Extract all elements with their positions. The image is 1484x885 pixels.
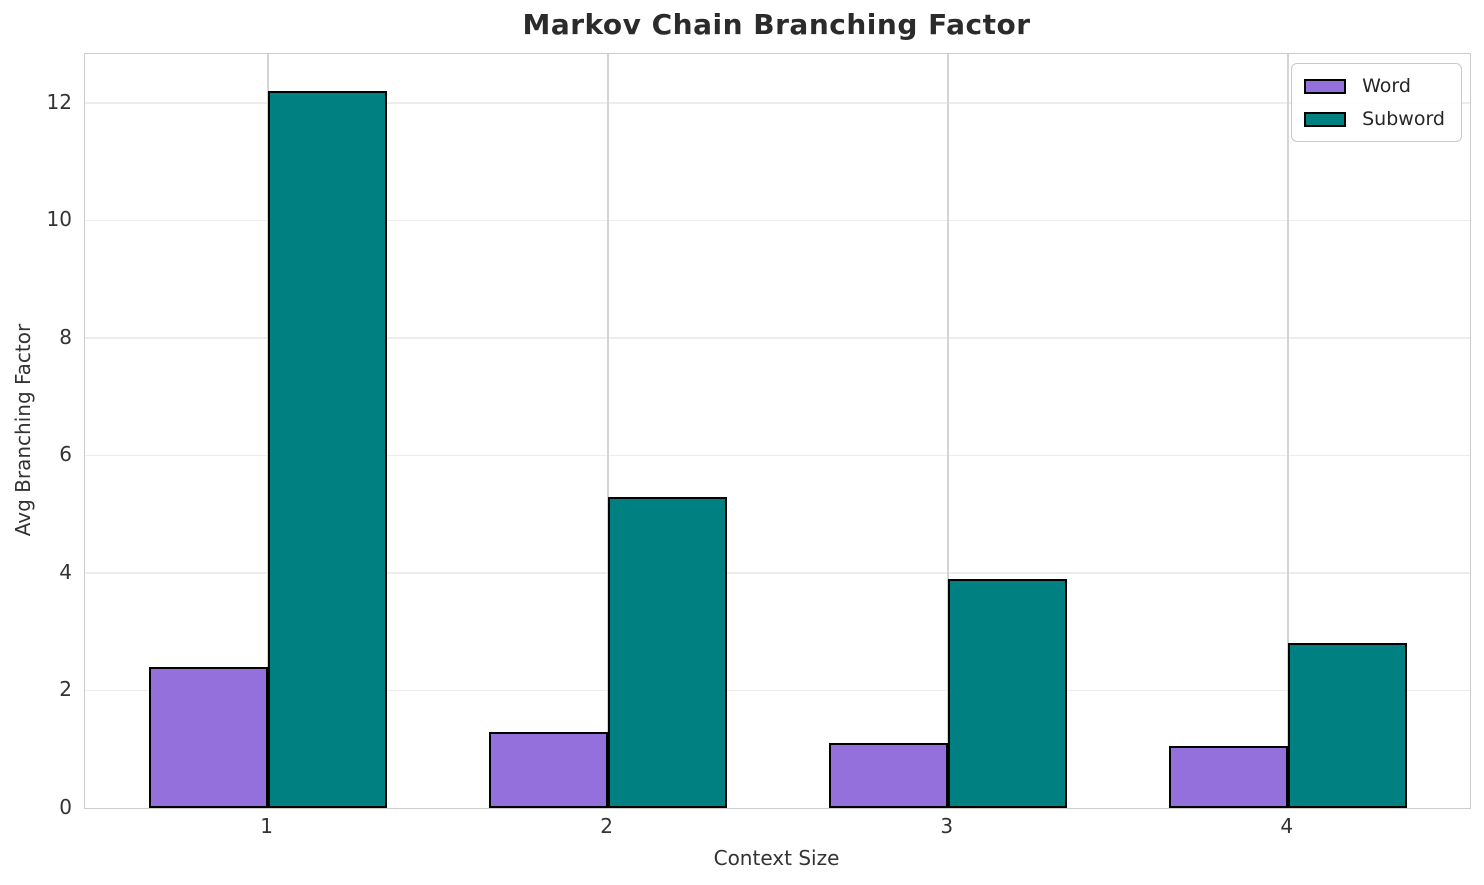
horizontal-gridline xyxy=(85,337,1470,339)
x-axis-label: Context Size xyxy=(713,846,840,870)
bar-subword-ctx4 xyxy=(1287,643,1407,808)
plot-area: Word Subword xyxy=(84,53,1471,809)
horizontal-gridline xyxy=(85,572,1470,574)
y-tick-label: 8 xyxy=(59,324,72,349)
y-tick-label: 6 xyxy=(59,442,72,467)
y-tick-label: 4 xyxy=(59,559,72,584)
bar-subword-ctx2 xyxy=(607,496,727,808)
y-tick-label: 0 xyxy=(59,795,72,819)
x-tick-label: 2 xyxy=(600,814,614,838)
legend-entry-subword: Subword xyxy=(1304,107,1445,131)
horizontal-gridline xyxy=(85,689,1470,692)
y-tick-label: 10 xyxy=(46,207,72,232)
chart-title: Markov Chain Branching Factor xyxy=(522,8,1031,41)
vertical-gridline xyxy=(606,54,609,808)
bar-subword-ctx3 xyxy=(947,578,1067,808)
x-tick-label: 4 xyxy=(1280,814,1294,838)
bar-word-ctx3 xyxy=(828,743,948,808)
legend-label: Subword xyxy=(1362,108,1445,130)
legend-label: Word xyxy=(1362,75,1411,97)
legend-entry-word: Word xyxy=(1304,74,1445,98)
legend: Word Subword xyxy=(1291,63,1462,142)
bar-word-ctx1 xyxy=(148,666,268,808)
y-tick-label: 12 xyxy=(46,89,72,114)
horizontal-gridline xyxy=(85,102,1470,104)
horizontal-gridline xyxy=(85,454,1470,457)
legend-swatch xyxy=(1304,111,1347,127)
bar-word-ctx4 xyxy=(1168,746,1288,808)
x-tick-label: 3 xyxy=(940,814,954,838)
legend-swatch xyxy=(1304,78,1347,94)
y-axis-label: Avg Branching Factor xyxy=(11,323,35,537)
y-tick-label: 2 xyxy=(59,677,72,702)
horizontal-gridline xyxy=(85,219,1470,222)
bar-subword-ctx1 xyxy=(267,91,387,808)
vertical-gridline xyxy=(946,54,949,808)
vertical-gridline xyxy=(1286,54,1289,808)
x-tick-label: 1 xyxy=(260,814,273,838)
bar-word-ctx2 xyxy=(488,731,608,808)
